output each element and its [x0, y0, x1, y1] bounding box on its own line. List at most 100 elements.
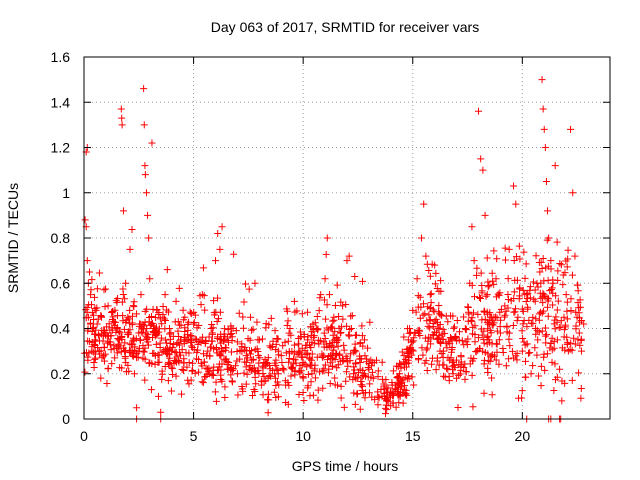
data-point — [387, 388, 395, 396]
data-point — [562, 291, 570, 299]
data-point — [428, 360, 436, 368]
data-point — [506, 342, 514, 350]
data-point — [114, 334, 122, 342]
data-point — [471, 338, 479, 346]
data-point — [358, 332, 366, 340]
data-point — [91, 336, 99, 344]
data-point — [350, 366, 358, 374]
data-point — [534, 283, 542, 291]
data-point — [561, 346, 569, 354]
data-point — [396, 370, 404, 378]
data-point — [271, 359, 279, 367]
data-point — [461, 325, 469, 332]
data-point — [540, 291, 548, 299]
data-point — [149, 333, 157, 341]
data-point — [180, 367, 188, 375]
data-point — [284, 400, 292, 408]
data-point — [508, 347, 516, 355]
data-point — [264, 374, 272, 382]
data-point — [352, 360, 360, 368]
data-point — [427, 299, 435, 307]
data-point — [526, 349, 534, 357]
data-point — [553, 238, 561, 246]
data-point — [453, 316, 461, 324]
data-point — [199, 264, 207, 272]
data-point — [126, 319, 134, 327]
data-point — [382, 376, 390, 384]
data-point — [140, 85, 148, 93]
data-point — [461, 375, 469, 383]
y-tick-label: 0.2 — [51, 366, 71, 382]
data-point — [493, 340, 501, 348]
data-point — [504, 275, 512, 283]
data-point — [351, 273, 359, 281]
data-point — [242, 280, 250, 288]
data-point — [87, 291, 95, 299]
data-point — [164, 308, 172, 316]
data-point — [340, 403, 348, 411]
data-point — [444, 365, 452, 373]
data-point — [143, 336, 151, 344]
data-point — [260, 358, 268, 366]
data-point — [185, 349, 193, 357]
data-point — [574, 281, 582, 289]
data-point — [523, 291, 531, 299]
data-point — [90, 358, 98, 366]
data-point — [88, 347, 96, 355]
data-point — [497, 305, 505, 313]
data-point — [147, 320, 155, 328]
data-point — [492, 275, 500, 283]
data-point — [141, 355, 149, 363]
data-point — [429, 306, 437, 314]
data-point — [201, 306, 209, 314]
data-point — [552, 376, 560, 384]
data-point — [296, 368, 304, 376]
data-point — [551, 325, 559, 333]
data-point — [468, 223, 476, 231]
data-point — [345, 331, 353, 339]
data-point — [166, 340, 174, 348]
data-point — [535, 372, 543, 380]
data-point — [542, 339, 550, 347]
data-point — [188, 332, 196, 340]
data-point — [422, 252, 430, 260]
data-point — [374, 388, 382, 396]
data-point — [388, 390, 396, 398]
data-point — [409, 306, 417, 314]
data-point — [532, 252, 540, 260]
data-point — [114, 340, 122, 348]
data-point — [207, 325, 215, 332]
data-point — [576, 341, 584, 349]
data-point — [143, 305, 151, 313]
data-point — [349, 376, 357, 384]
data-point — [286, 325, 294, 332]
data-point — [486, 309, 494, 317]
data-point — [159, 313, 167, 321]
data-point — [484, 325, 492, 333]
data-point — [273, 378, 281, 386]
data-point — [365, 365, 373, 373]
data-point — [311, 361, 319, 369]
data-point — [511, 276, 519, 284]
data-point — [347, 325, 355, 332]
data-point — [504, 290, 512, 298]
data-point — [150, 349, 158, 357]
data-point — [337, 298, 345, 306]
data-point — [535, 310, 543, 318]
data-point — [537, 279, 545, 287]
data-point — [505, 335, 513, 343]
data-point — [285, 329, 293, 337]
data-point — [513, 317, 521, 325]
data-point — [556, 365, 564, 373]
data-point — [238, 382, 246, 390]
data-point — [135, 329, 143, 337]
data-point — [228, 330, 236, 338]
data-point — [233, 370, 241, 378]
data-point — [408, 351, 416, 359]
data-point — [522, 298, 530, 306]
data-point — [190, 319, 198, 327]
data-point — [279, 342, 287, 350]
data-point — [213, 366, 221, 374]
data-point — [336, 350, 344, 358]
data-point — [557, 261, 565, 269]
